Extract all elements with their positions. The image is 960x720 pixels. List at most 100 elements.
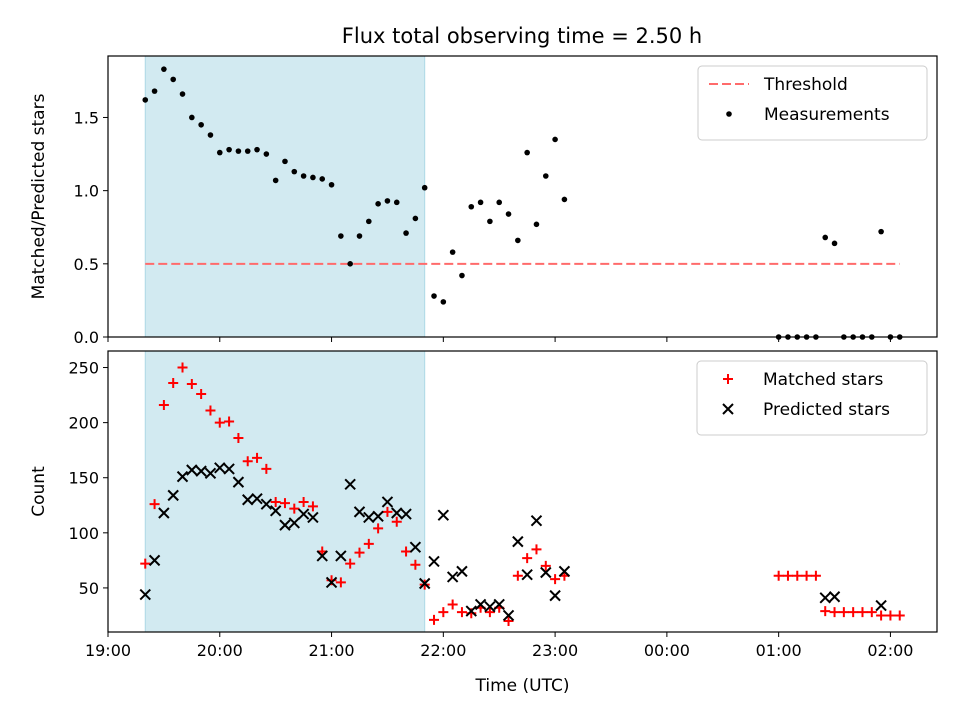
matched-stars-point [140, 558, 151, 569]
x-tick-label: 00:00 [644, 641, 690, 660]
legend-label: Matched stars [763, 370, 883, 390]
matched-stars-point [829, 607, 840, 618]
predicted-stars-point [288, 517, 300, 529]
legend-label: Measurements [764, 105, 890, 125]
matched-stars-point [345, 558, 356, 569]
measurement-point [282, 158, 288, 165]
measurement-point [496, 199, 503, 206]
predicted-stars-point [139, 588, 151, 601]
legend-box [697, 65, 928, 141]
matched-stars-point [522, 553, 533, 564]
y-tick-label: 100 [68, 524, 99, 543]
y-tick-label: 50 [79, 579, 99, 598]
matched-stars-point [820, 606, 831, 617]
measurement-point [561, 196, 568, 203]
measurement-point [468, 203, 475, 210]
predicted-stars-point [316, 550, 328, 562]
predicted-stars-point [372, 510, 384, 523]
predicted-stars-point [502, 609, 515, 622]
y-tick-label: 250 [68, 359, 99, 378]
predicted-stars-point [558, 565, 571, 578]
matched-stars-point [410, 559, 421, 570]
measurement-point [244, 148, 251, 154]
measurement-point [477, 199, 484, 206]
predicted-stars-point [446, 571, 459, 583]
y-tick-label: 150 [68, 469, 99, 488]
y-axis-label: Matched/Predicted stars [29, 93, 49, 299]
matched-stars-point [391, 516, 402, 527]
predicted-stars-point [409, 541, 422, 553]
matched-stars-point [261, 463, 272, 474]
predicted-stars-point [493, 598, 505, 611]
matched-stars-point [335, 577, 346, 588]
measurement-point [366, 218, 372, 225]
predicted-stars-point [251, 492, 263, 505]
y-tick-label: 0.5 [74, 255, 99, 274]
measurement-point [421, 184, 428, 191]
matched-stars-point [205, 405, 216, 416]
measurement-point [552, 136, 558, 143]
legend-label: Predicted stars [763, 400, 890, 420]
axes-frame [107, 350, 938, 633]
measurement-point [524, 149, 530, 156]
measurement-point [515, 237, 521, 244]
matched-stars-point [289, 503, 300, 514]
measurement-point [142, 97, 149, 103]
measurement-point [272, 177, 279, 184]
chart-title: Flux total observing time = 2.50 h [342, 24, 702, 48]
measurement-point [207, 132, 214, 138]
matched-stars-point [242, 456, 253, 467]
matched-stars-point [885, 610, 896, 621]
matched-stars-point [233, 433, 244, 444]
matched-stars-point [848, 607, 859, 618]
predicted-stars-point [400, 508, 412, 520]
predicted-stars-point [353, 506, 366, 518]
measurement-point [179, 91, 186, 97]
predicted-stars-point [344, 478, 356, 491]
matched-stars-point [158, 399, 169, 410]
matched-stars-point [792, 570, 803, 581]
predicted-stars-point [819, 592, 831, 604]
matched-stars-point [224, 416, 235, 427]
measurement-point [542, 173, 549, 179]
matched-stars-point [456, 607, 467, 618]
measurement-point [440, 299, 447, 305]
measurement-point [375, 201, 381, 207]
measurement-point [151, 88, 158, 94]
measurement-point [319, 176, 326, 182]
matched-stars-point [484, 607, 495, 618]
matched-stars-point [186, 379, 197, 390]
predicted-stars-point [148, 554, 161, 567]
predicted-stars-point [223, 463, 235, 475]
matched-stars-point [196, 388, 207, 399]
matched-stars-point [279, 498, 290, 509]
predicted-stars-point [875, 599, 887, 612]
legend: Threshold Measurements [697, 65, 928, 141]
predicted-stars-point [521, 568, 533, 581]
measurement-point [459, 272, 465, 279]
y-tick-label: 1.0 [74, 182, 99, 201]
predicted-stars-point [363, 511, 375, 524]
matched-stars-point [382, 506, 393, 517]
predicted-stars-point [269, 505, 282, 517]
matched-stars-point [401, 546, 412, 557]
predicted-stars-point [260, 498, 273, 510]
predicted-stars-point [232, 476, 245, 488]
measurement-point [393, 199, 400, 206]
predicted-stars-point [530, 514, 543, 527]
predicted-stars-point [381, 496, 394, 508]
predicted-stars-point [158, 507, 170, 519]
matched-stars-point [503, 615, 514, 626]
predicted-stars-point [242, 494, 254, 506]
measurement-point [226, 146, 232, 153]
matched-stars-point [894, 610, 905, 621]
predicted-stars-point [297, 508, 310, 520]
y-axis-label: Count [29, 466, 49, 517]
matched-stars-point [214, 417, 225, 428]
x-tick-label: 21:00 [308, 641, 354, 660]
legend: Matched stars Predicted stars [696, 360, 928, 436]
measurement-point [347, 261, 353, 267]
matched-stars-point [550, 574, 561, 585]
matched-stars-point [168, 377, 179, 388]
